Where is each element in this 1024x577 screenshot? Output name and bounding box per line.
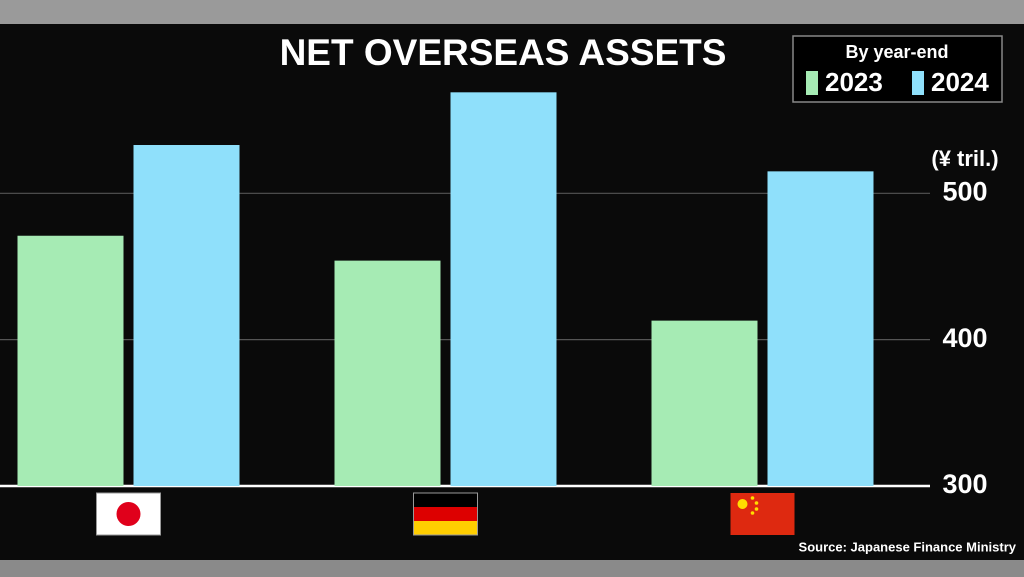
flag-china-star <box>754 507 759 511</box>
legend-label: 2024 <box>931 67 989 97</box>
flag-japan-sun <box>116 502 141 526</box>
top-strip <box>0 0 1024 24</box>
legend-swatch <box>912 71 924 95</box>
flag-germany-stripe <box>413 507 478 521</box>
bottom-strip <box>0 560 1024 577</box>
flag-china <box>730 493 795 535</box>
y-axis-unit: (¥ tril.) <box>931 146 998 171</box>
flag-germany-stripe <box>413 521 478 535</box>
flag-china-star <box>754 501 759 505</box>
flag-china-star <box>737 499 748 509</box>
source-note: Source: Japanese Finance Ministry <box>799 539 1017 554</box>
bar <box>651 320 758 486</box>
legend-label: 2023 <box>825 67 883 97</box>
legend-box <box>792 35 1003 103</box>
flag-china-star <box>750 511 755 515</box>
legend-title: By year-end <box>845 42 948 62</box>
y-tick-label: 500 <box>942 176 987 206</box>
flag-germany-border <box>413 492 478 536</box>
flag-china-star <box>750 496 755 500</box>
bar <box>133 145 240 486</box>
bar <box>767 171 874 486</box>
legend-swatch <box>806 71 818 95</box>
flag-germany-stripe <box>413 493 478 507</box>
bar <box>450 92 557 487</box>
bar <box>17 235 124 486</box>
bar <box>334 260 441 486</box>
y-tick-label: 400 <box>942 323 987 353</box>
y-tick-label: 300 <box>942 469 987 499</box>
chart-title: NET OVERSEAS ASSETS <box>280 32 727 73</box>
